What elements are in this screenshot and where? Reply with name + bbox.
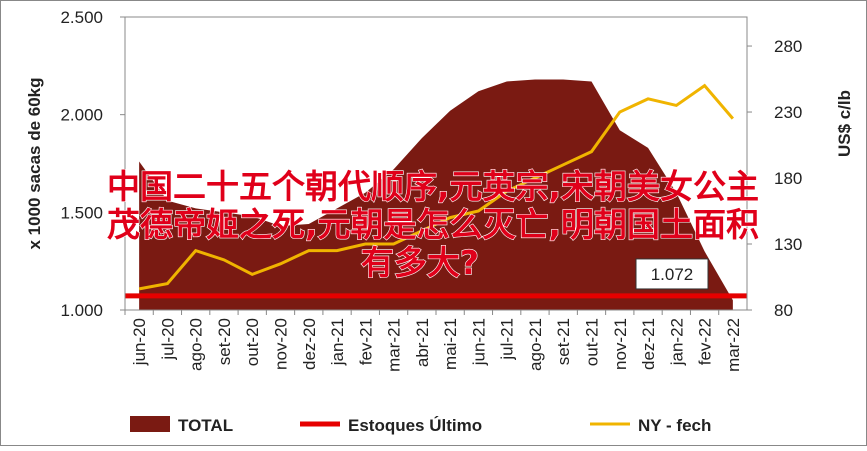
overlay-title: 有多大? — [361, 243, 479, 282]
x-tick-label: nov-21 — [611, 318, 630, 370]
x-tick-label: out-20 — [243, 318, 262, 366]
x-tick-label: ago-20 — [187, 318, 206, 371]
y2-tick-label: 180 — [774, 169, 802, 188]
value-label: 1.072 — [651, 265, 694, 284]
x-tick-label: jun-20 — [130, 318, 149, 366]
legend-label: Estoques Último — [348, 416, 482, 435]
legend-label: NY - fech — [638, 416, 711, 435]
y-tick-label: 2.500 — [60, 8, 103, 27]
x-tick-label: mar-21 — [385, 318, 404, 372]
x-tick-label: dez-20 — [300, 318, 319, 370]
y2-tick-label: 80 — [774, 301, 793, 320]
x-tick-label: dez-21 — [639, 318, 658, 370]
x-tick-label: jul-20 — [158, 318, 177, 361]
legend-label: TOTAL — [178, 416, 233, 435]
x-tick-label: nov-20 — [272, 318, 291, 370]
x-tick-label: ago-21 — [526, 318, 545, 371]
x-tick-label: fev-21 — [356, 318, 375, 365]
x-tick-label: mai-21 — [441, 318, 460, 370]
x-tick-label: out-21 — [583, 318, 602, 366]
price-line — [138, 83, 735, 291]
y-tick-label: 2.000 — [60, 106, 103, 125]
overlay-title: 茂德帝姬之死,元朝是怎么灭亡,明朝国土面积 — [107, 205, 759, 244]
overlay-title: 中国二十五个朝代顺序,元英宗,宋朝美女公主 — [107, 167, 759, 206]
legend-swatch — [130, 416, 170, 432]
x-tick-label: set-20 — [215, 318, 234, 365]
x-tick-label: abr-21 — [413, 318, 432, 367]
value-label-box — [635, 258, 709, 290]
y-tick-label: 1.500 — [60, 203, 103, 222]
x-tick-label: jun-21 — [469, 318, 488, 366]
y-tick-label: 1.000 — [60, 301, 103, 320]
x-tick-label: set-21 — [554, 318, 573, 365]
x-tick-label: fev-22 — [696, 318, 715, 365]
area — [139, 79, 733, 310]
y2-tick-label: 130 — [774, 235, 802, 254]
x-tick-label: jan-22 — [667, 318, 686, 366]
y2-axis-label: US$ c/lb — [835, 90, 854, 157]
x-tick-label: jan-21 — [328, 318, 347, 366]
y2-tick-label: 280 — [774, 37, 802, 56]
y2-tick-label: 230 — [774, 103, 802, 122]
x-tick-label: jul-21 — [498, 318, 517, 361]
x-tick-label: mar-22 — [724, 318, 743, 372]
y-axis-label: x 1000 sacas de 60kg — [25, 77, 44, 249]
